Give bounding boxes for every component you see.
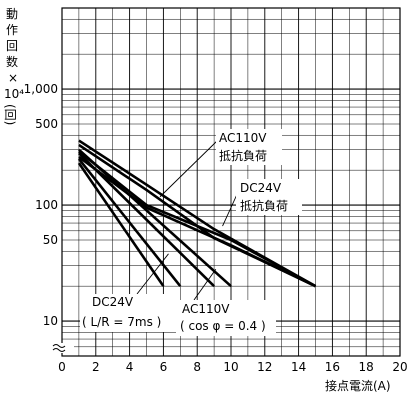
annotation-text: AC110V	[219, 131, 267, 145]
annotation-ac110v-resistive: AC110V 抵抗負荷	[216, 129, 282, 165]
y-tick-label: 500	[35, 117, 58, 131]
x-tick-label: 2	[92, 360, 100, 374]
axes: 0 2 4 6 8 10 12 14 16 18 20 10 50 100 500 1,000	[24, 7, 407, 374]
x-tick-label: 6	[160, 360, 168, 374]
x-tick-label: 8	[193, 360, 201, 374]
series-line	[78, 155, 317, 288]
x-tick-label: 4	[126, 360, 134, 374]
annotation-leader-line	[136, 253, 169, 295]
y-tick-label: 50	[43, 233, 58, 247]
annotation-dc24v-resistive: DC24V 抵抗負荷	[236, 179, 302, 215]
y-tick-label: 100	[35, 198, 58, 212]
y-label-char: (回)	[3, 104, 17, 125]
annotation-text: DC24V	[240, 181, 282, 195]
y-label-char: 作	[6, 23, 18, 37]
y-tick-label: 10	[43, 314, 58, 328]
series-group	[77, 139, 317, 288]
y-axis-label: 動 作 回 数 × 10⁴ (回)	[3, 7, 24, 125]
axis-break-icon	[48, 343, 74, 353]
annotation-leaders	[136, 140, 240, 301]
annotation-leader-line	[159, 140, 218, 198]
y-label-char: 数	[6, 54, 18, 69]
annotation-text: ( cos φ = 0.4 )	[180, 319, 266, 333]
x-tick-label: 10	[223, 360, 238, 374]
plot-frame	[61, 7, 401, 357]
annotation-ac110v-inductive: AC110V ( cos φ = 0.4 )	[176, 300, 276, 336]
x-tick-label: 18	[359, 360, 374, 374]
annotation-text: 抵抗負荷	[240, 198, 288, 213]
y-label-char: 動	[6, 7, 18, 21]
y-label-char: ×	[8, 71, 18, 85]
annotation-leader-line	[193, 268, 217, 301]
x-tick-label: 0	[58, 360, 66, 374]
x-axis-label: 接点電流(A)	[325, 378, 391, 393]
annotation-text: AC110V	[182, 302, 230, 316]
annotation-text: 抵抗負荷	[219, 148, 267, 163]
annotation-dc24v-inductive: DC24V ( L/R = 7ms )	[80, 294, 180, 332]
annotation-text: ( L/R = 7ms )	[82, 315, 161, 329]
series-line	[78, 150, 317, 288]
y-label-char: 回	[6, 39, 18, 53]
x-tick-label: 20	[392, 360, 407, 374]
y-tick-label: 1,000	[24, 82, 58, 96]
series-line	[78, 148, 232, 288]
x-tick-label: 16	[325, 360, 340, 374]
x-tick-label: 14	[291, 360, 306, 374]
series-line	[77, 158, 182, 287]
y-label-char: 10⁴	[4, 87, 24, 101]
annotation-text: DC24V	[92, 295, 134, 309]
series-line	[77, 162, 165, 287]
x-tick-label: 12	[257, 360, 272, 374]
series-line	[77, 152, 216, 288]
